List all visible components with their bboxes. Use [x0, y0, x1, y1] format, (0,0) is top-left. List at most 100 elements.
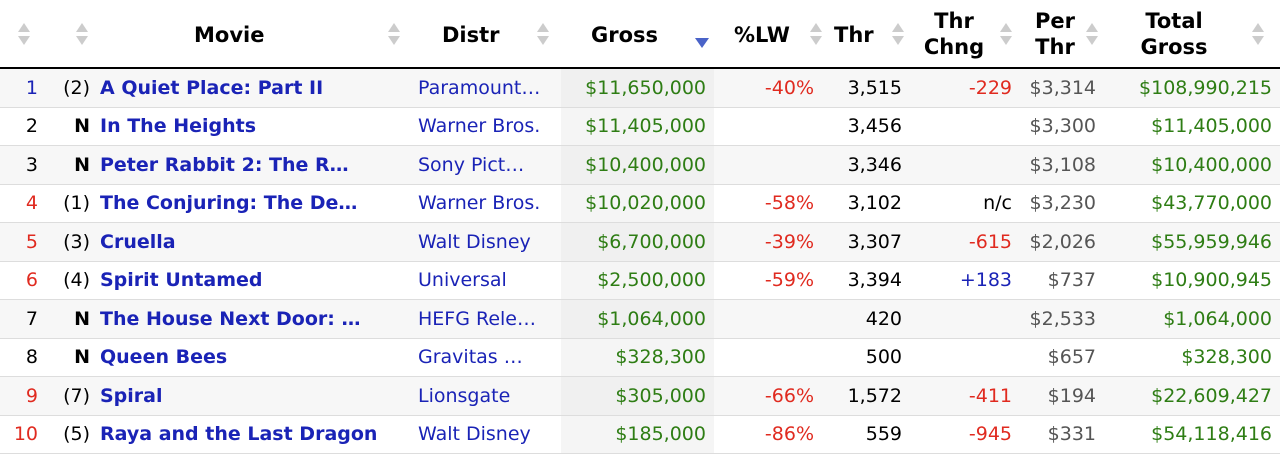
distributor-cell[interactable]: Lionsgate	[418, 376, 561, 416]
table-row[interactable]: 6 (4) Spirit Untamed Universal $2,500,000 -59…	[0, 261, 1280, 300]
movie-cell[interactable]: The Conjuring: The De…	[100, 184, 418, 223]
rank-cell: 5	[0, 222, 48, 262]
total-gross-header[interactable]: Total Gross	[1104, 0, 1280, 69]
movie-link[interactable]: Raya and the Last Dragon	[100, 423, 378, 446]
theaters-cell: 420	[822, 299, 910, 339]
pct-lw-cell: -66%	[714, 376, 822, 416]
movie-link[interactable]: The House Next Door: …	[100, 307, 361, 330]
distributor-cell[interactable]: Sony Pict…	[418, 145, 561, 185]
movie-link[interactable]: Spirit Untamed	[100, 269, 263, 292]
distributor-link[interactable]: Universal	[418, 269, 507, 292]
movie-cell[interactable]: In The Heights	[100, 107, 418, 146]
movie-cell[interactable]: Raya and the Last Dragon	[100, 415, 418, 454]
gross-cell: $185,000	[561, 415, 714, 454]
thr-chng-header-line1: Thr	[934, 9, 974, 33]
rank-cell: 9	[0, 376, 48, 416]
per-thr-header[interactable]: Per Thr	[1020, 0, 1104, 69]
distributor-cell[interactable]: Walt Disney	[418, 222, 561, 262]
table-row[interactable]: 2 N In The Heights Warner Bros. $11,405,000 3…	[0, 107, 1280, 146]
distributor-link[interactable]: Walt Disney	[418, 423, 531, 446]
pct-lw-cell: -39%	[714, 222, 822, 262]
total-gross-cell: $43,770,000	[1104, 184, 1280, 223]
distr-header[interactable]: Distr	[418, 0, 561, 69]
per-theater-cell: $737	[1020, 261, 1104, 300]
table-row[interactable]: 5 (3) Cruella Walt Disney $6,700,000 -39% 3,30…	[0, 222, 1280, 262]
table-row[interactable]: 1 (2) A Quiet Place: Part II Paramount… $11,…	[0, 68, 1280, 108]
lastweek-sort-header[interactable]	[48, 0, 100, 69]
distributor-link[interactable]: Lionsgate	[418, 384, 511, 407]
pct-lw-cell: -58%	[714, 184, 822, 223]
movie-link[interactable]: Spiral	[100, 384, 163, 407]
distributor-link[interactable]: Paramount…	[418, 76, 541, 99]
sort-arrows-icon	[76, 21, 88, 47]
theaters-cell: 500	[822, 338, 910, 377]
distributor-link[interactable]: Walt Disney	[418, 230, 531, 253]
distributor-cell[interactable]: Warner Bros.	[418, 107, 561, 146]
table-row[interactable]: 7 N The House Next Door: … HEFG Rele… $1,064…	[0, 299, 1280, 339]
last-week-rank-cell: (4)	[48, 261, 100, 300]
thr-header[interactable]: Thr	[822, 0, 910, 69]
pct-lw-header[interactable]: %LW	[714, 0, 822, 69]
rank-cell: 10	[0, 415, 48, 454]
pct-lw-cell: -86%	[714, 415, 822, 454]
distributor-cell[interactable]: Warner Bros.	[418, 184, 561, 223]
distributor-cell[interactable]: Universal	[418, 261, 561, 300]
distributor-cell[interactable]: Gravitas …	[418, 338, 561, 377]
gross-cell: $11,405,000	[561, 107, 714, 146]
sort-arrows-icon	[1252, 21, 1264, 47]
movie-cell[interactable]: Queen Bees	[100, 338, 418, 377]
total-gross-cell: $54,118,416	[1104, 415, 1280, 454]
distributor-cell[interactable]: HEFG Rele…	[418, 299, 561, 339]
thr-chng-header-label: Thr Chng	[914, 8, 994, 60]
sort-arrows-icon	[18, 21, 30, 47]
pct-lw-cell: -40%	[714, 68, 822, 108]
movie-link[interactable]: A Quiet Place: Part II	[100, 76, 324, 99]
gross-cell: $10,020,000	[561, 184, 714, 223]
movie-link[interactable]: In The Heights	[100, 115, 257, 138]
gross-header[interactable]: Gross	[561, 0, 714, 69]
movie-cell[interactable]: Spirit Untamed	[100, 261, 418, 300]
table-row[interactable]: 3 N Peter Rabbit 2: The R… Sony Pict… $10,40…	[0, 145, 1280, 185]
distributor-link[interactable]: Warner Bros.	[418, 115, 541, 138]
distributor-link[interactable]: Gravitas …	[418, 346, 523, 369]
movie-cell[interactable]: A Quiet Place: Part II	[100, 68, 418, 108]
movie-cell[interactable]: Cruella	[100, 222, 418, 262]
distributor-link[interactable]: Sony Pict…	[418, 153, 525, 176]
table-row[interactable]: 9 (7) Spiral Lionsgate $305,000 -66% 1,572 -411…	[0, 376, 1280, 416]
movie-link[interactable]: Queen Bees	[100, 346, 228, 369]
movie-cell[interactable]: Peter Rabbit 2: The R…	[100, 145, 418, 185]
thr-chng-header[interactable]: Thr Chng	[910, 0, 1020, 69]
gross-cell: $2,500,000	[561, 261, 714, 300]
movie-cell[interactable]: The House Next Door: …	[100, 299, 418, 339]
gross-cell: $10,400,000	[561, 145, 714, 185]
rank-cell: 3	[0, 145, 48, 185]
distributor-cell[interactable]: Paramount…	[418, 68, 561, 108]
theaters-cell: 3,307	[822, 222, 910, 262]
header-row: Movie Distr Gross %LW Thr Thr	[0, 0, 1280, 69]
last-week-rank-cell: N	[48, 299, 100, 339]
table-row[interactable]: 4 (1) The Conjuring: The De… Warner Bros. $1…	[0, 184, 1280, 223]
theaters-cell: 1,572	[822, 376, 910, 416]
per-thr-header-line1: Per	[1035, 9, 1075, 33]
distributor-link[interactable]: Warner Bros.	[418, 192, 541, 215]
sort-arrows-icon	[810, 21, 822, 47]
per-theater-cell: $2,026	[1020, 222, 1104, 262]
sort-descending-icon	[695, 38, 709, 48]
movie-cell[interactable]: Spiral	[100, 376, 418, 416]
movie-link[interactable]: The Conjuring: The De…	[100, 192, 358, 215]
distributor-link[interactable]: HEFG Rele…	[418, 307, 536, 330]
theater-change-cell: -229	[910, 68, 1020, 108]
distributor-cell[interactable]: Walt Disney	[418, 415, 561, 454]
total-header-line2: Gross	[1140, 35, 1208, 59]
movie-link[interactable]: Cruella	[100, 230, 176, 253]
rank-cell: 4	[0, 184, 48, 223]
theater-change-cell: n/c	[910, 184, 1020, 223]
total-header-line1: Total	[1145, 9, 1203, 33]
movie-link[interactable]: Peter Rabbit 2: The R…	[100, 153, 349, 176]
rank-sort-header[interactable]	[0, 0, 48, 69]
table-row[interactable]: 8 N Queen Bees Gravitas … $328,300 500 $657 $32…	[0, 338, 1280, 377]
table-row[interactable]: 10 (5) Raya and the Last Dragon Walt Disney…	[0, 415, 1280, 454]
movie-header[interactable]: Movie	[100, 0, 418, 69]
theaters-cell: 3,346	[822, 145, 910, 185]
sort-arrows-icon	[1000, 21, 1012, 47]
